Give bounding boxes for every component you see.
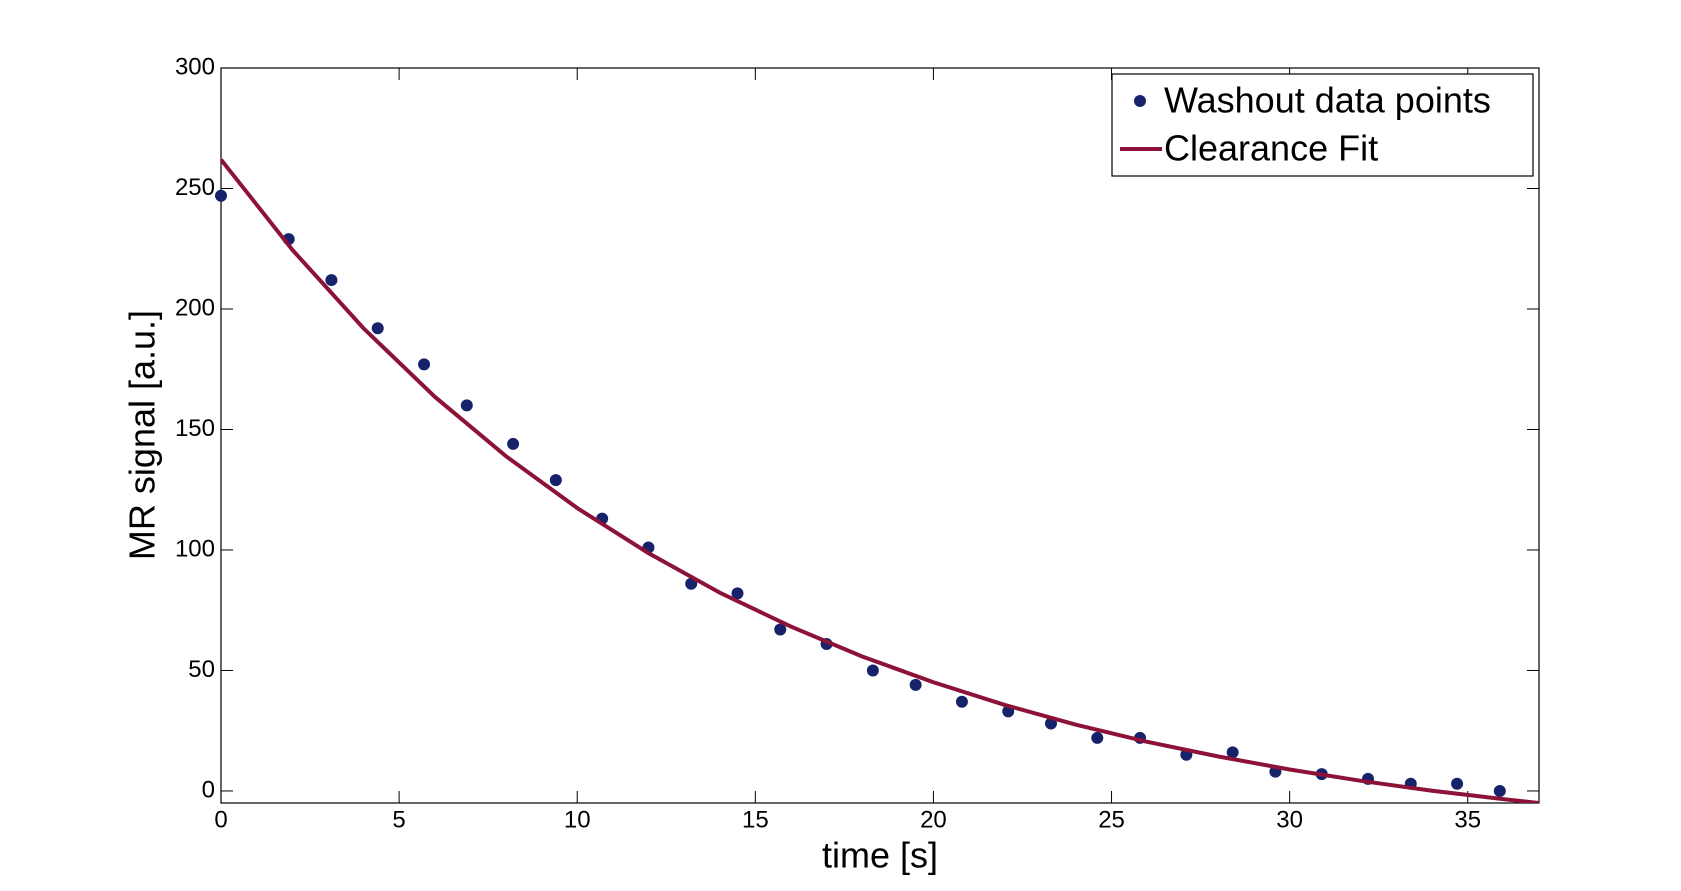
data-point xyxy=(215,189,227,202)
y-tick-label: 300 xyxy=(175,53,215,80)
data-point xyxy=(549,474,562,487)
legend-label: Clearance Fit xyxy=(1164,128,1378,169)
fit-line xyxy=(221,158,1539,803)
y-tick-label: 250 xyxy=(175,174,215,201)
data-point xyxy=(507,437,520,450)
y-tick-label: 100 xyxy=(175,535,215,562)
x-tick-label: 0 xyxy=(214,806,227,833)
legend-label: Washout data points xyxy=(1164,80,1491,121)
data-point xyxy=(866,664,879,677)
x-tick-label: 5 xyxy=(392,806,405,833)
x-tick-label: 15 xyxy=(742,806,769,833)
y-axis-label: MR signal [a.u.] xyxy=(122,310,163,560)
x-tick-label: 10 xyxy=(564,806,591,833)
y-tick-label: 150 xyxy=(175,415,215,442)
data-point xyxy=(955,695,968,708)
data-point xyxy=(909,678,922,691)
legend-box xyxy=(1111,73,1534,177)
data-point xyxy=(731,587,744,600)
data-point xyxy=(774,623,787,636)
x-tick-label: 30 xyxy=(1276,806,1303,833)
y-tick-label: 0 xyxy=(202,776,215,803)
data-point xyxy=(325,274,338,287)
data-point xyxy=(1451,777,1464,790)
x-tick-label: 25 xyxy=(1098,806,1125,833)
data-point xyxy=(418,358,431,371)
x-tick-label: 35 xyxy=(1454,806,1481,833)
y-tick-label: 50 xyxy=(188,656,215,683)
legend-marker xyxy=(1134,95,1146,107)
y-tick-label: 200 xyxy=(175,294,215,321)
data-point xyxy=(460,399,473,412)
x-tick-label: 20 xyxy=(920,806,947,833)
x-axis-label: time [s] xyxy=(822,835,938,876)
data-point xyxy=(1226,746,1239,759)
data-point xyxy=(1493,784,1506,797)
data-point xyxy=(1091,731,1104,744)
data-point xyxy=(371,322,384,335)
plot-area xyxy=(220,67,1540,804)
